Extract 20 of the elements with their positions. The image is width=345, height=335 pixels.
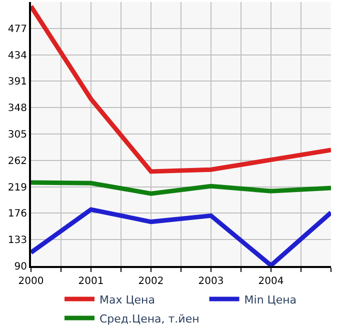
y-tick-label: 219	[8, 182, 27, 194]
y-tick-label: 348	[8, 103, 27, 114]
legend-label: Сред.Цена, т.йен	[100, 312, 200, 326]
x-tick-label: 2003	[198, 276, 224, 287]
x-tick-label: 2001	[78, 276, 104, 287]
y-tick-label: 391	[8, 76, 27, 88]
y-tick-label: 133	[8, 235, 27, 246]
y-tick-label: 434	[8, 50, 27, 62]
line-series	[31, 180, 331, 196]
x-tick-label: 2002	[138, 276, 164, 287]
line-series	[31, 4, 331, 174]
legend-label: Min Цена	[244, 293, 297, 306]
y-tick-label: 262	[8, 156, 27, 167]
x-tick-label: 2000	[18, 276, 44, 287]
y-tick-label: 90	[14, 262, 27, 272]
x-tick-label: 2004	[258, 276, 284, 287]
y-tick-label: 176	[8, 208, 27, 220]
y-tick-label: 477	[8, 24, 27, 35]
y-tick-label: 305	[8, 130, 27, 140]
legend-label: Max Цена	[100, 293, 155, 306]
